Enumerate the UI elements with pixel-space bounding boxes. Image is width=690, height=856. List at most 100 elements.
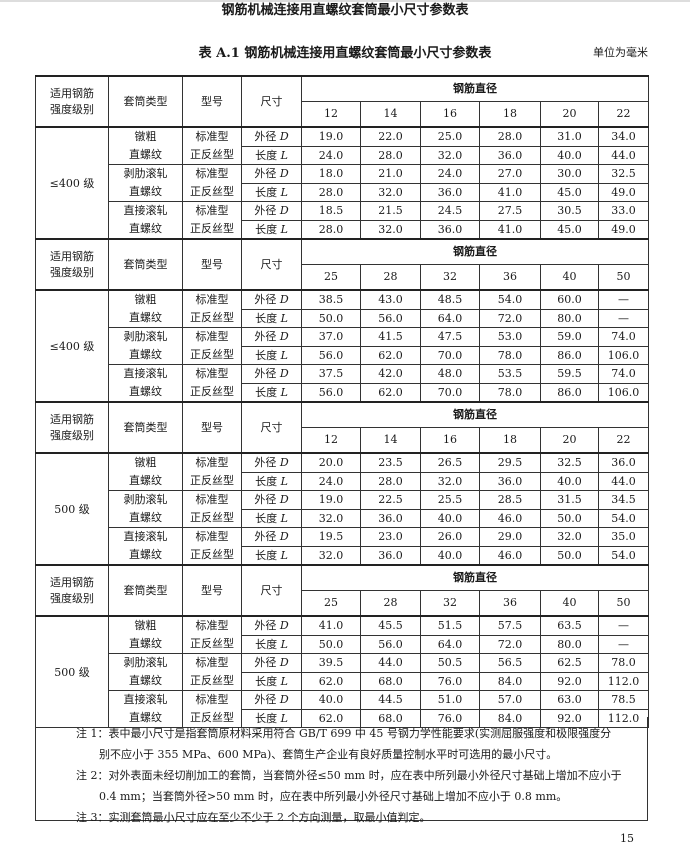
note: 注 1：表中最小尺寸是指套筒原材料采用符合 GB/T 699 中 45 号钢力学… xyxy=(76,723,647,765)
value-cell: 31.5 xyxy=(540,490,599,510)
value-cell: 53.5 xyxy=(479,364,541,384)
value-cell: 84.0 xyxy=(479,671,541,691)
value-cell: 40.0 xyxy=(540,471,599,491)
value-cell: 22.0 xyxy=(360,126,421,147)
header-row: 适用钢筋 强度级别 套筒类型 型号 尺寸 钢筋直径 xyxy=(35,75,649,128)
dimension-symbol: D xyxy=(279,493,289,507)
value-cell: 32.0 xyxy=(420,471,480,491)
dimension-symbol: D xyxy=(279,167,289,181)
value-cell: 51.5 xyxy=(420,615,480,636)
table-row: 500 级镦粗 直螺纹 标准型 正反丝型 外径 D 41.0 45.5 51.5 57.5 63.… xyxy=(35,615,649,728)
sleeve-type-header: 套筒类型 xyxy=(108,564,183,617)
diameter-value: 18 xyxy=(479,101,541,128)
dimension-cell: 外径 D xyxy=(241,452,302,473)
value-cell: 36.0 xyxy=(360,508,421,528)
dimension-name: 外径 xyxy=(254,167,277,181)
model-line: 标准型 xyxy=(195,130,229,143)
table-row: 长度 L 50.0 56.0 64.0 72.0 80.0— xyxy=(36,634,649,654)
dimension-cell: 长度 L xyxy=(241,145,302,165)
model-cell: 标准型 正反丝型 xyxy=(182,327,242,365)
model-cell: 标准型 正反丝型 xyxy=(182,289,242,328)
model-line: 正反丝型 xyxy=(190,148,234,161)
value-cell: 36.0 xyxy=(360,545,421,566)
value-cell: 70.0 xyxy=(420,345,480,365)
value-cell: 78.5 xyxy=(598,690,649,710)
value-cell: 78.0 xyxy=(598,653,649,673)
value-cell: 28.0 xyxy=(301,219,361,240)
value-cell: — xyxy=(598,289,649,310)
note-text: 对外表面未经切削加工的套筒，当套筒外径≤50 mm 时，应在表中所列最小外径尺寸… xyxy=(108,769,622,782)
value-cell: 36.0 xyxy=(479,471,541,491)
dimension-cell: 长度 L xyxy=(241,345,302,365)
value-cell: 50.0 xyxy=(540,508,599,528)
note: 注 3：实测套筒最小尺寸应在至少不少于 2 个方向测量，取最小值判定。 xyxy=(76,807,647,828)
value-cell: 36.0 xyxy=(598,452,649,473)
sleeve-type-cell: 镦粗 直螺纹 xyxy=(108,452,183,491)
value-cell: 44.0 xyxy=(598,145,649,165)
sleeve-type-line: 镦粗 xyxy=(134,619,157,632)
value-cell: 35.0 xyxy=(598,527,649,547)
model-cell: 标准型 正反丝型 xyxy=(182,126,242,165)
value-cell: 41.0 xyxy=(301,615,361,636)
dimension-symbol: D xyxy=(279,204,289,218)
value-cell: 40.0 xyxy=(420,545,480,566)
sleeve-type-line: 直螺纹 xyxy=(129,711,162,724)
dimension-symbol: L xyxy=(280,637,288,651)
value-cell: 40.0 xyxy=(420,508,480,528)
dimension-name: 长度 xyxy=(255,385,278,399)
value-cell: 54.0 xyxy=(598,508,649,528)
grade-cell: 500 级 xyxy=(35,615,109,728)
value-cell: 41.0 xyxy=(479,182,541,202)
diameter-value: 50 xyxy=(598,590,649,617)
dimension-name: 外径 xyxy=(254,204,277,218)
value-cell: 18.0 xyxy=(301,164,361,184)
dimension-cell: 外径 D xyxy=(241,126,302,147)
model-header: 型号 xyxy=(182,401,242,454)
note-label: 注 3： xyxy=(76,811,109,824)
model-line: 标准型 xyxy=(195,204,229,217)
dimension-symbol: L xyxy=(280,385,288,399)
sleeve-type-line: 直接滚轧 xyxy=(123,204,168,217)
sleeve-type-line: 直螺纹 xyxy=(129,185,162,198)
model-line: 正反丝型 xyxy=(190,548,234,561)
table-row: 长度 L 28.0 32.0 36.0 41.0 45.0 49.0 xyxy=(36,182,649,202)
value-cell: 70.0 xyxy=(420,382,480,403)
diameter-value: 14 xyxy=(360,427,421,454)
grade-header-line: 适用钢筋 xyxy=(50,575,94,589)
dimension-symbol: D xyxy=(279,130,289,144)
model-line: 标准型 xyxy=(195,656,229,669)
value-cell: 80.0 xyxy=(540,308,599,328)
value-cell: 32.0 xyxy=(301,545,361,566)
dimension-symbol: D xyxy=(279,656,289,670)
value-cell: 34.0 xyxy=(598,126,649,147)
model-line: 正反丝型 xyxy=(190,474,234,487)
dimension-name: 外径 xyxy=(254,619,277,633)
model-line: 标准型 xyxy=(195,619,229,632)
model-line: 标准型 xyxy=(195,330,229,343)
value-cell: 20.0 xyxy=(301,452,361,473)
value-cell: 80.0 xyxy=(540,634,599,654)
value-cell: 50.5 xyxy=(420,653,480,673)
value-cell: 25.0 xyxy=(420,126,480,147)
table-row: ≤400 级镦粗 直螺纹 标准型 正反丝型 外径 D 38.5 43.0 48.5 54.0 60… xyxy=(35,289,649,403)
sleeve-dimension-table: 适用钢筋 强度级别 套筒类型 型号 尺寸 钢筋直径 12 14 16 18 20 22 ≤400 级镦粗… xyxy=(35,75,649,728)
model-cell: 标准型 正反丝型 xyxy=(182,364,242,403)
value-cell: 40.0 xyxy=(540,145,599,165)
value-cell: 30.5 xyxy=(540,201,599,221)
diameter-value: 25 xyxy=(301,590,361,617)
model-line: 正反丝型 xyxy=(190,511,234,524)
value-cell: 63.5 xyxy=(540,615,599,636)
sleeve-type-header: 套筒类型 xyxy=(108,75,183,128)
diameter-value: 12 xyxy=(301,427,361,454)
dimension-cell: 外径 D xyxy=(241,490,302,510)
sleeve-type-line: 剥肋滚轧 xyxy=(123,167,168,180)
model-line: 正反丝型 xyxy=(190,348,234,361)
diameter-value: 40 xyxy=(540,590,599,617)
value-cell: 74.0 xyxy=(598,327,649,347)
table-row: 直接滚轧 直螺纹 标准型 正反丝型 外径 D 40.0 44.5 51.0 57.0 63.0 78… xyxy=(36,690,649,728)
dimension-name: 外径 xyxy=(254,656,277,670)
sleeve-type-header: 套筒类型 xyxy=(108,238,183,291)
value-cell: 112.0 xyxy=(598,708,649,728)
value-cell: 62.0 xyxy=(301,708,361,728)
dimension-cell: 长度 L xyxy=(241,634,302,654)
